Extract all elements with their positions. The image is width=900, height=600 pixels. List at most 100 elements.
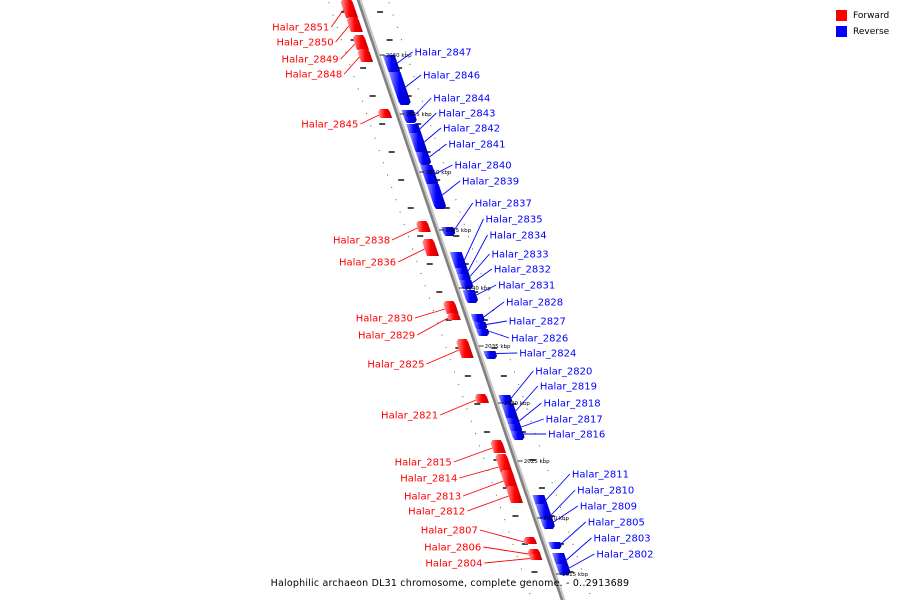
- forward-gene-Halar_2838[interactable]: [416, 221, 431, 232]
- gene-label[interactable]: Halar_2812: [408, 507, 465, 518]
- gene-label[interactable]: Halar_2802: [596, 550, 653, 561]
- reverse-gene-Halar_2819[interactable]: [501, 404, 519, 421]
- gene-label[interactable]: Halar_2818: [544, 399, 601, 410]
- gene-leader-line: [423, 127, 442, 143]
- gene-label[interactable]: Halar_2848: [285, 70, 342, 81]
- gene-leader-line: [553, 505, 579, 523]
- reverse-gene-Halar_2817[interactable]: [508, 424, 523, 433]
- gene-label[interactable]: Halar_2806: [424, 543, 481, 554]
- gene-label[interactable]: Halar_2827: [509, 317, 566, 328]
- reverse-gene-Halar_2827[interactable]: [473, 322, 488, 330]
- gene-label[interactable]: Halar_2825: [367, 360, 424, 371]
- forward-gene-Halar_2812[interactable]: [506, 486, 524, 503]
- forward-gene-Halar_2848[interactable]: [357, 49, 374, 62]
- gene-leader-line: [496, 352, 518, 354]
- forward-gene-Halar_2825[interactable]: [456, 339, 474, 358]
- gene-label[interactable]: Halar_2851: [272, 23, 329, 34]
- reverse-gene-Halar_2835[interactable]: [449, 252, 468, 271]
- gene-leader-line: [335, 25, 350, 43]
- reverse-gene-Halar_2809[interactable]: [540, 519, 555, 528]
- gene-label[interactable]: Halar_2814: [400, 474, 457, 485]
- reverse-gene-Halar_2841[interactable]: [415, 152, 432, 165]
- gene-label[interactable]: Halar_2819: [540, 382, 597, 393]
- gene-label[interactable]: Halar_2850: [277, 38, 334, 49]
- gene-label[interactable]: Halar_2833: [491, 250, 548, 261]
- gene-label[interactable]: Halar_2846: [423, 71, 480, 82]
- gene-label[interactable]: Halar_2847: [415, 48, 472, 59]
- reverse-gene-Halar_2847[interactable]: [382, 55, 401, 74]
- gene-label[interactable]: Halar_2804: [425, 559, 482, 570]
- gene-label[interactable]: Halar_2809: [580, 502, 637, 513]
- forward-gene-Halar_2830[interactable]: [443, 301, 459, 314]
- gene-label[interactable]: Halar_2835: [485, 215, 542, 226]
- reverse-gene-Halar_2820[interactable]: [498, 395, 513, 404]
- gene-label[interactable]: Halar_2817: [546, 415, 603, 426]
- legend-item-forward: Forward: [836, 8, 900, 23]
- reverse-gene-Halar_2805[interactable]: [548, 542, 562, 549]
- gene-label[interactable]: Halar_2840: [454, 161, 511, 172]
- gene-label[interactable]: Halar_2832: [494, 265, 551, 276]
- reverse-gene-Halar_2826[interactable]: [475, 329, 490, 336]
- gene-label[interactable]: Halar_2815: [395, 458, 452, 469]
- reverse-gene-Halar_2839[interactable]: [426, 184, 447, 209]
- forward-gene-Halar_2845[interactable]: [378, 109, 393, 118]
- reverse-gene-Halar_2831[interactable]: [462, 290, 478, 303]
- gene-label[interactable]: Halar_2844: [433, 94, 490, 105]
- gene-label[interactable]: Halar_2810: [577, 486, 634, 497]
- gene-label[interactable]: Halar_2824: [519, 349, 576, 360]
- gene-leader-line: [442, 180, 461, 196]
- gene-label[interactable]: Halar_2826: [511, 334, 568, 345]
- gene-label[interactable]: Halar_2834: [490, 231, 547, 242]
- reverse-gene-Halar_2824[interactable]: [483, 351, 498, 359]
- forward-gene-Halar_2804[interactable]: [529, 554, 543, 560]
- gene-label[interactable]: Halar_2839: [462, 177, 519, 188]
- forward-gene-Halar_2821[interactable]: [474, 394, 490, 403]
- forward-gene-Halar_2836[interactable]: [422, 239, 440, 256]
- forward-gene-Halar_2813[interactable]: [500, 470, 519, 489]
- gene-label[interactable]: Halar_2831: [498, 281, 555, 292]
- gene-label[interactable]: Halar_2843: [438, 109, 495, 120]
- gene-label[interactable]: Halar_2805: [588, 518, 645, 529]
- reverse-gene-Halar_2840[interactable]: [420, 165, 439, 186]
- forward-gene-Halar_2850[interactable]: [346, 17, 363, 32]
- chromosome-backbone: [356, 0, 564, 600]
- reverse-gene-Halar_2802[interactable]: [555, 564, 571, 575]
- gene-label[interactable]: Halar_2841: [448, 140, 505, 151]
- gene-leader-line: [414, 97, 432, 116]
- reverse-gene-Halar_2846[interactable]: [388, 72, 411, 105]
- gene-label[interactable]: Halar_2842: [443, 124, 500, 135]
- gene-label[interactable]: Halar_2849: [282, 55, 339, 66]
- gene-label[interactable]: Halar_2836: [339, 258, 396, 269]
- forward-gene-Halar_2851[interactable]: [340, 0, 359, 18]
- gene-leader-line: [486, 320, 507, 325]
- gene-leader-line: [518, 402, 542, 422]
- gene-label[interactable]: Halar_2807: [421, 526, 478, 537]
- reverse-gene-Halar_2837[interactable]: [441, 227, 456, 236]
- gene-label[interactable]: Halar_2838: [333, 236, 390, 247]
- gene-leader-line: [568, 553, 595, 569]
- map-caption: Halophilic archaeon DL31 chromosome, com…: [270, 578, 630, 589]
- gene-label[interactable]: Halar_2821: [381, 411, 438, 422]
- reverse-gene-Halar_2842[interactable]: [409, 133, 428, 154]
- gene-label[interactable]: Halar_2803: [593, 534, 650, 545]
- gene-label[interactable]: Halar_2830: [356, 314, 413, 325]
- gene-label[interactable]: Halar_2813: [404, 492, 461, 503]
- legend-item-reverse: Reverse: [836, 24, 900, 39]
- gene-label[interactable]: Halar_2829: [358, 331, 415, 342]
- reverse-gene-Halar_2816[interactable]: [510, 431, 525, 440]
- gene-label[interactable]: Halar_2837: [475, 199, 532, 210]
- gene-label[interactable]: Halar_2811: [572, 470, 629, 481]
- forward-gene-Halar_2849[interactable]: [352, 35, 369, 50]
- forward-gene-Halar_2815[interactable]: [490, 440, 507, 453]
- gene-label[interactable]: Halar_2816: [548, 430, 605, 441]
- forward-gene-Halar_2807[interactable]: [523, 537, 537, 544]
- gene-leader-line: [545, 473, 571, 501]
- reverse-gene-Halar_2828[interactable]: [470, 314, 485, 323]
- gene-label[interactable]: Halar_2820: [535, 367, 592, 378]
- gene-label[interactable]: Halar_2845: [301, 120, 358, 131]
- backbone-shadow: [358, 0, 566, 600]
- forward-gene-Halar_2829[interactable]: [447, 313, 461, 320]
- reverse-gene-Halar_2844[interactable]: [401, 110, 417, 123]
- reverse-gene-Halar_2832[interactable]: [459, 280, 474, 289]
- gene-label[interactable]: Halar_2828: [506, 298, 563, 309]
